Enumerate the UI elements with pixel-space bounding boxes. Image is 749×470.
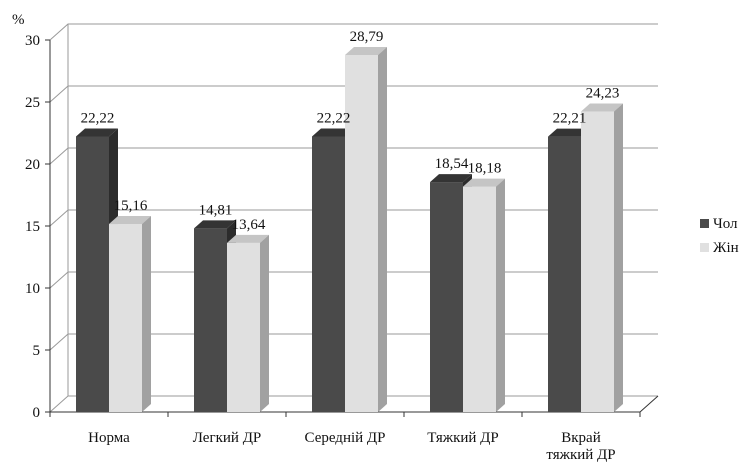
- category-label: Середній ДР: [305, 430, 386, 446]
- bar-top: [548, 128, 590, 137]
- bar-top: [109, 216, 151, 225]
- x-axis-depth: [639, 395, 659, 413]
- legend-swatch: [700, 243, 709, 252]
- bar-top: [76, 128, 118, 137]
- data-label: 22,21: [553, 111, 587, 127]
- bar-zhin: [227, 234, 269, 412]
- category-label: тяжкий ДР: [546, 447, 615, 463]
- bar-side: [496, 178, 505, 412]
- bar-side: [378, 47, 387, 413]
- category-label: Вкрай: [561, 430, 600, 446]
- y-axis-label: %: [12, 12, 25, 28]
- category-labels: Норма Легкий ДР Середній ДР Тяжкий ДР Вкрайт…: [88, 430, 615, 463]
- bar-side: [142, 216, 151, 412]
- data-label: 24,23: [586, 86, 620, 102]
- data-label: 22,22: [81, 110, 115, 126]
- bar-side: [614, 103, 623, 412]
- bar-front: [581, 111, 614, 412]
- data-label: 18,18: [468, 161, 502, 177]
- category-label: Тяжкий ДР: [427, 430, 499, 446]
- data-label: 15,16: [114, 198, 148, 214]
- bar-top: [581, 103, 623, 112]
- data-label: 14,81: [199, 202, 233, 218]
- bar-zhin: [463, 178, 505, 412]
- data-label: 18,54: [435, 156, 469, 172]
- y-tick-label: 5: [33, 343, 41, 359]
- bar-top: [430, 174, 472, 183]
- data-label: 28,79: [350, 29, 384, 45]
- bar-front: [548, 136, 581, 412]
- bar-front: [430, 182, 463, 412]
- legend: Чол Жін: [700, 216, 739, 256]
- bar-front: [345, 55, 378, 413]
- y-tick-label: 30: [25, 33, 40, 49]
- y-tick-label: 0: [33, 405, 41, 421]
- y-tick-label: 25: [25, 95, 40, 111]
- category-label: Легкий ДР: [193, 430, 262, 446]
- legend-label: Жін: [713, 240, 739, 256]
- bar-top: [312, 128, 354, 137]
- bar-top: [227, 234, 269, 243]
- data-label: 13,64: [232, 217, 266, 233]
- bar-top: [345, 47, 387, 56]
- bar-zhin: [581, 103, 623, 412]
- y-tick-label: 20: [25, 157, 40, 173]
- bar-front: [109, 224, 142, 412]
- y-tick-label: 10: [25, 281, 40, 297]
- bar-zhin: [345, 47, 387, 413]
- category-label: Норма: [88, 430, 130, 446]
- bar-top: [463, 178, 505, 187]
- bar-top: [194, 220, 236, 229]
- bar-front: [227, 242, 260, 412]
- bar-side: [260, 234, 269, 412]
- legend-label: Чол: [713, 216, 738, 232]
- data-label: 22,22: [317, 110, 351, 126]
- legend-swatch: [700, 219, 709, 228]
- bar-front: [312, 136, 345, 413]
- bar-front: [463, 186, 496, 412]
- y-tick-label: 15: [25, 219, 40, 235]
- bars: [76, 47, 623, 413]
- bar-front: [76, 136, 109, 413]
- bar-front: [194, 228, 227, 412]
- bar-zhin: [109, 216, 151, 412]
